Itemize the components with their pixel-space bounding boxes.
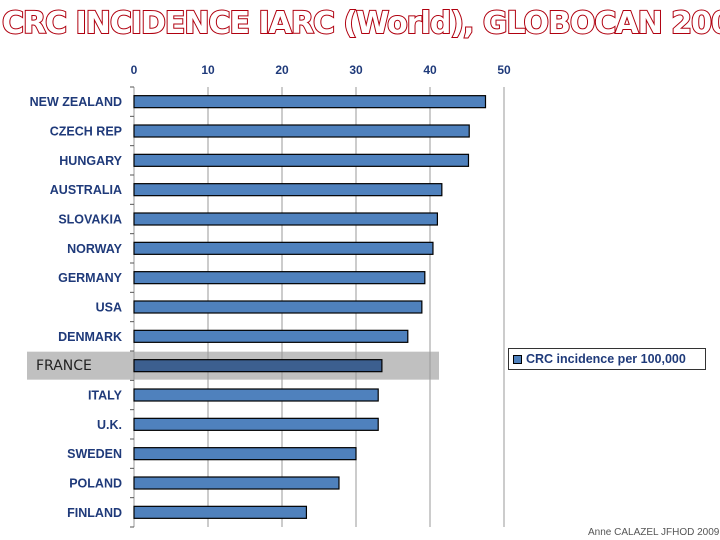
- bar-sweden: [133, 447, 357, 461]
- category-label: GERMANY: [58, 271, 123, 285]
- x-tick-label: 40: [423, 63, 437, 77]
- category-label: HUNGARY: [59, 154, 122, 168]
- slide-title: CRC INCIDENCE IARC (World), GLOBOCAN 200…: [1, 5, 720, 42]
- x-tick-label: 30: [349, 63, 363, 77]
- legend-series-name: CRC incidence per 100,000: [526, 352, 686, 366]
- category-label: POLAND: [69, 477, 122, 491]
- category-label: DENMARK: [58, 330, 122, 344]
- bar-germany: [133, 271, 426, 285]
- category-label: USA: [96, 301, 122, 315]
- bar-slovakia: [133, 212, 438, 226]
- bar-hungary: [133, 153, 470, 167]
- x-tick-label: 20: [275, 63, 289, 77]
- bar-italy: [133, 388, 379, 402]
- chart-legend: CRC incidence per 100,000: [508, 348, 706, 370]
- bar-norway: [133, 241, 434, 255]
- bar-czech-rep: [133, 124, 470, 138]
- bar-u-k: [133, 417, 379, 431]
- bar-finland: [133, 505, 308, 519]
- category-label: ITALY: [88, 389, 123, 403]
- x-tick-label: 10: [201, 63, 215, 77]
- category-label: SLOVAKIA: [58, 213, 122, 227]
- category-label: NEW ZEALAND: [30, 95, 122, 109]
- bar-usa: [133, 300, 423, 314]
- legend-swatch: [513, 354, 522, 364]
- category-label: U.K.: [97, 418, 122, 432]
- x-tick-label: 50: [497, 63, 511, 77]
- bar-france: [133, 359, 383, 373]
- author-credit: Anne CALAZEL JFHOD 2009: [588, 527, 720, 538]
- highlight-label-france: FRANCE: [36, 358, 92, 374]
- category-label: FINLAND: [67, 506, 122, 520]
- x-tick-label: 0: [131, 63, 138, 77]
- category-label: CZECH REP: [50, 125, 122, 139]
- bar-poland: [133, 476, 340, 490]
- bar-australia: [133, 183, 443, 197]
- category-label: AUSTRALIA: [50, 183, 122, 197]
- bar-denmark: [133, 329, 409, 343]
- category-label: SWEDEN: [67, 447, 122, 461]
- bar-new-zealand: [133, 95, 487, 109]
- category-label: NORWAY: [67, 242, 123, 256]
